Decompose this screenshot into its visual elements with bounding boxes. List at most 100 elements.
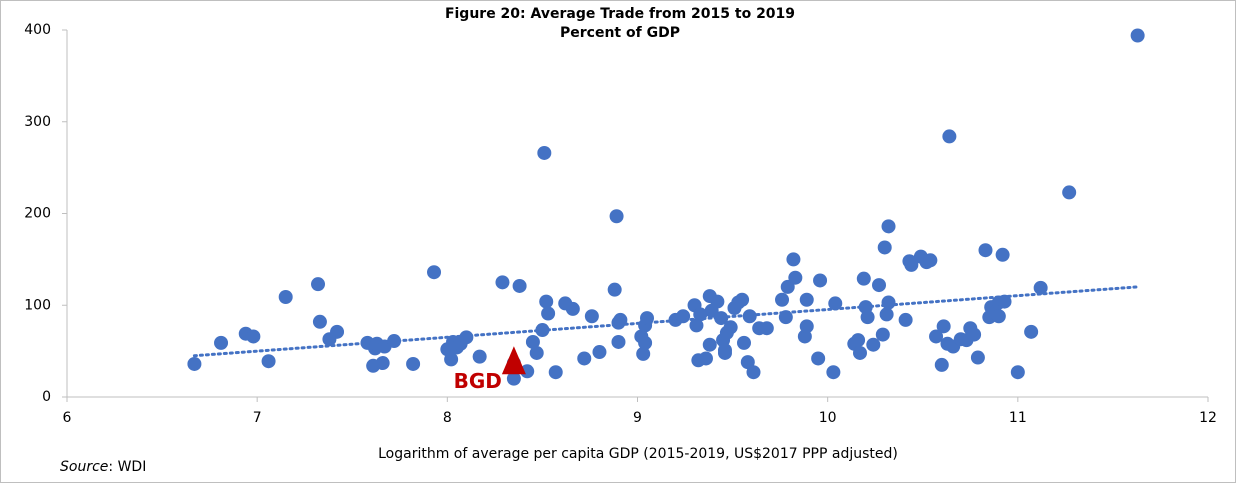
point bbox=[1010, 365, 1025, 380]
y-tick-label: 400 bbox=[24, 22, 51, 38]
point bbox=[759, 321, 774, 336]
point bbox=[330, 324, 345, 339]
point bbox=[997, 294, 1012, 309]
point bbox=[934, 357, 949, 372]
point bbox=[860, 310, 875, 325]
point bbox=[746, 365, 761, 380]
point bbox=[799, 292, 814, 307]
point bbox=[929, 329, 944, 344]
point bbox=[584, 309, 599, 324]
trendline bbox=[192, 285, 1140, 358]
point bbox=[898, 312, 913, 327]
source-label: Source bbox=[60, 459, 108, 475]
point bbox=[813, 273, 828, 288]
point bbox=[881, 219, 896, 234]
point bbox=[735, 292, 750, 307]
point bbox=[638, 335, 653, 350]
point bbox=[786, 252, 801, 267]
point bbox=[881, 295, 896, 310]
point bbox=[775, 292, 790, 307]
point bbox=[565, 301, 580, 316]
x-tick-label: 7 bbox=[253, 410, 262, 426]
chart-title: Figure 20: Average Trade from 2015 to 20… bbox=[445, 6, 795, 22]
point bbox=[995, 247, 1010, 262]
point bbox=[1130, 28, 1145, 43]
point bbox=[539, 294, 554, 309]
point bbox=[877, 240, 892, 255]
point bbox=[187, 356, 202, 371]
point bbox=[529, 345, 544, 360]
point bbox=[472, 349, 487, 364]
point bbox=[427, 265, 442, 280]
y-tick-label: 300 bbox=[24, 114, 51, 130]
point bbox=[541, 306, 556, 321]
point bbox=[852, 345, 867, 360]
point bbox=[826, 365, 841, 380]
point bbox=[537, 145, 552, 160]
point bbox=[1024, 324, 1039, 339]
x-tick-label: 11 bbox=[1009, 410, 1027, 426]
point bbox=[689, 318, 704, 333]
point bbox=[311, 277, 326, 292]
point bbox=[613, 312, 628, 327]
point bbox=[780, 279, 795, 294]
point bbox=[851, 333, 866, 348]
source: Source: WDI bbox=[60, 459, 146, 475]
point bbox=[788, 270, 803, 285]
x-axis-label: Logarithm of average per capita GDP (201… bbox=[378, 446, 898, 462]
point bbox=[723, 320, 738, 335]
point bbox=[1033, 280, 1048, 295]
point bbox=[904, 257, 919, 272]
point bbox=[698, 351, 713, 366]
point bbox=[495, 275, 510, 290]
point bbox=[512, 278, 527, 293]
point bbox=[717, 345, 732, 360]
point bbox=[406, 356, 421, 371]
point bbox=[548, 365, 563, 380]
point bbox=[577, 351, 592, 366]
point bbox=[991, 309, 1006, 324]
point bbox=[970, 350, 985, 365]
point bbox=[312, 314, 327, 329]
point bbox=[444, 352, 459, 367]
point bbox=[799, 319, 814, 334]
point bbox=[967, 327, 982, 342]
point bbox=[742, 309, 757, 324]
point bbox=[872, 278, 887, 293]
point bbox=[636, 346, 651, 361]
point bbox=[736, 335, 751, 350]
point bbox=[246, 329, 261, 344]
point bbox=[1062, 185, 1077, 200]
point bbox=[942, 129, 957, 144]
x-tick-label: 9 bbox=[633, 410, 642, 426]
point bbox=[936, 319, 951, 334]
point bbox=[866, 337, 881, 352]
y-tick-label: 100 bbox=[24, 297, 51, 313]
y-tick-label: 0 bbox=[42, 389, 51, 405]
highlight-marker bbox=[501, 346, 526, 375]
x-tick-label: 10 bbox=[819, 410, 837, 426]
point bbox=[459, 330, 474, 345]
point bbox=[879, 307, 894, 322]
point bbox=[609, 209, 624, 224]
point bbox=[978, 243, 993, 258]
point bbox=[214, 335, 229, 350]
y-tick-label: 200 bbox=[24, 206, 51, 222]
point bbox=[702, 337, 717, 352]
point bbox=[607, 282, 622, 297]
point bbox=[875, 327, 890, 342]
point bbox=[811, 351, 826, 366]
x-tick-label: 6 bbox=[63, 410, 72, 426]
point bbox=[592, 345, 607, 360]
point bbox=[923, 253, 938, 268]
chart-subtitle: Percent of GDP bbox=[560, 25, 680, 41]
x-tick-label: 8 bbox=[443, 410, 452, 426]
source-text: : WDI bbox=[108, 459, 146, 475]
point bbox=[506, 371, 521, 386]
point bbox=[710, 294, 725, 309]
point bbox=[278, 289, 293, 304]
point bbox=[375, 356, 390, 371]
point bbox=[611, 334, 626, 349]
